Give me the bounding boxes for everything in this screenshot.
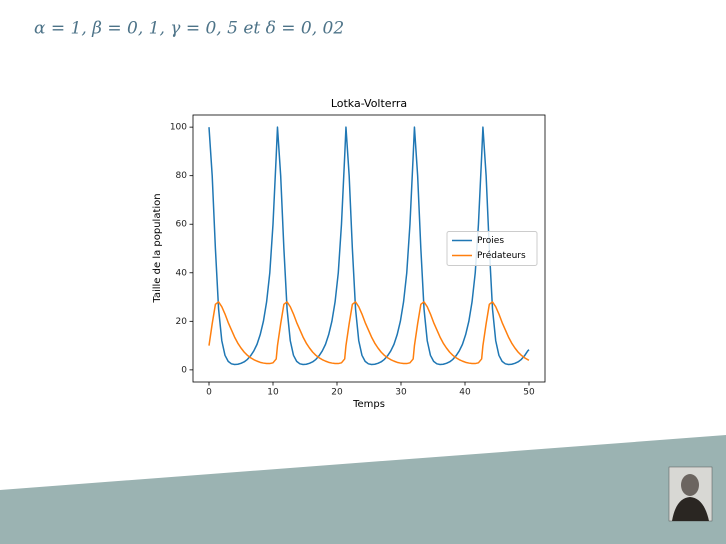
- y-tick-label: 80: [176, 171, 188, 181]
- x-tick-label: 20: [331, 388, 343, 398]
- y-tick-label: 40: [176, 268, 188, 278]
- slide-heading: α = 1, β = 0, 1, γ = 0, 5 et δ = 0, 02: [34, 19, 344, 39]
- x-tick-label: 30: [395, 388, 407, 398]
- x-tick-label: 0: [206, 388, 212, 398]
- y-axis-label: Taille de la population: [152, 193, 163, 303]
- x-tick-label: 50: [523, 388, 535, 398]
- slide-band: [0, 435, 726, 544]
- y-tick-label: 0: [181, 365, 187, 375]
- legend-label: Proies: [477, 236, 504, 246]
- legend: Proies Prédateurs: [446, 231, 538, 266]
- portrait: [668, 466, 713, 522]
- x-tick-label: 40: [459, 388, 471, 398]
- legend-label: Prédateurs: [477, 250, 526, 261]
- y-tick-label: 60: [176, 220, 188, 230]
- x-tick-label: 10: [267, 388, 279, 398]
- x-axis-label: Temps: [352, 399, 385, 410]
- y-tick-label: 100: [170, 123, 187, 133]
- y-tick-label: 20: [176, 317, 188, 327]
- series-line: [208, 301, 530, 365]
- chart-title: Lotka-Volterra: [331, 97, 407, 110]
